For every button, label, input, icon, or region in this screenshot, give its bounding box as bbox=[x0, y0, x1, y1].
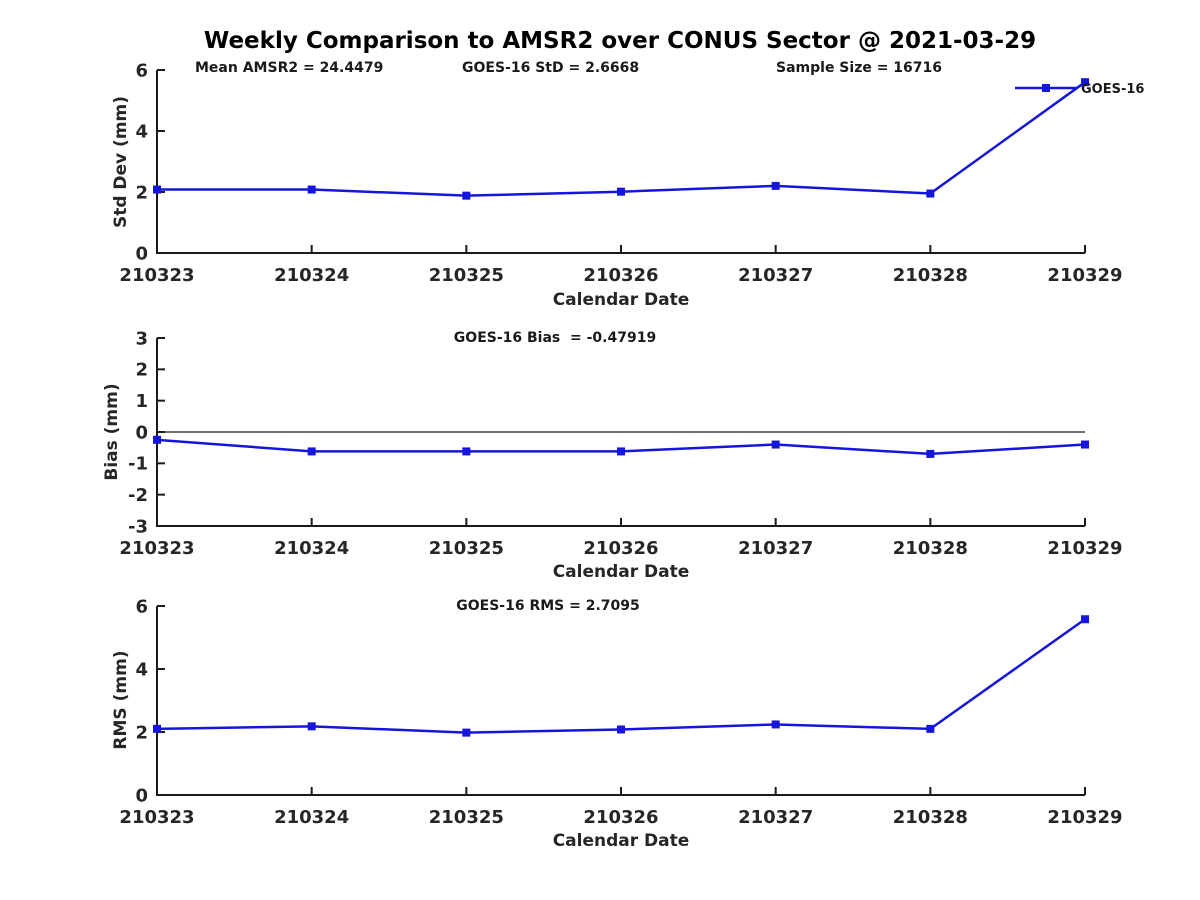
x-tick-label: 210325 bbox=[429, 538, 504, 559]
series-line bbox=[155, 80, 1087, 197]
x-tick-label: 210324 bbox=[274, 807, 349, 828]
x-tick-label: 210328 bbox=[893, 538, 968, 559]
data-point-marker bbox=[153, 724, 161, 733]
yaxis-label-bias: Bias (mm) bbox=[102, 383, 122, 481]
y-tick-label: 6 bbox=[135, 596, 148, 617]
y-tick-label: 4 bbox=[135, 659, 148, 680]
data-point-marker bbox=[617, 725, 625, 734]
y-tick-label: 0 bbox=[135, 243, 148, 264]
legend-marker bbox=[1042, 84, 1050, 92]
y-tick-label: 0 bbox=[135, 785, 148, 806]
x-tick-label: 210327 bbox=[738, 538, 813, 559]
y-tick-label: -3 bbox=[128, 516, 148, 537]
data-point-marker bbox=[771, 181, 780, 190]
legend-label: GOES-16 bbox=[1081, 82, 1144, 97]
y-tick-label: 6 bbox=[135, 60, 148, 81]
subplot-bias: -3 -2 -1 0 1 2 3 210323 210324 210325 210326 210327… bbox=[119, 328, 1122, 559]
x-tick-label: 210326 bbox=[583, 807, 658, 828]
data-point-marker bbox=[1081, 78, 1089, 87]
x-tick-label: 210325 bbox=[429, 265, 504, 286]
yaxis-label-stddev: Std Dev (mm) bbox=[111, 95, 131, 229]
x-tick-label: 210327 bbox=[738, 807, 813, 828]
data-point-marker bbox=[307, 185, 316, 194]
subplot-rms: 0 2 4 6 210323 210324 210325 210326 210327 210328… bbox=[119, 596, 1122, 828]
x-tick-label: 210323 bbox=[119, 538, 194, 559]
y-tick-label: -2 bbox=[128, 485, 148, 506]
data-point-marker bbox=[1081, 440, 1089, 449]
y-tick-label: 2 bbox=[135, 182, 148, 203]
data-point-marker bbox=[462, 728, 471, 737]
x-tick-label: 210324 bbox=[274, 265, 349, 286]
y-tick-label: 0 bbox=[135, 422, 148, 443]
x-tick-label: 210326 bbox=[583, 265, 658, 286]
y-tick-label: 1 bbox=[135, 391, 148, 412]
annotation-goes16-std: GOES-16 StD = 2.6668 bbox=[462, 60, 640, 76]
data-point-marker bbox=[153, 185, 161, 194]
x-tick-label: 210328 bbox=[893, 807, 968, 828]
xaxis-label-stddev: Calendar Date bbox=[552, 290, 690, 310]
data-point-marker bbox=[153, 435, 161, 444]
chart-title: Weekly Comparison to AMSR2 over CONUS Se… bbox=[203, 28, 1037, 54]
x-tick-label: 210329 bbox=[1047, 807, 1122, 828]
data-point-marker bbox=[926, 189, 935, 198]
x-tick-label: 210328 bbox=[893, 265, 968, 286]
data-point-marker bbox=[926, 449, 935, 458]
x-tick-label: 210326 bbox=[583, 538, 658, 559]
data-point-marker bbox=[771, 720, 780, 729]
axis-spines bbox=[156, 70, 1085, 254]
data-point-marker bbox=[617, 187, 625, 196]
annotation-sample-size: Sample Size = 16716 bbox=[776, 60, 943, 76]
x-tick-label: 210324 bbox=[274, 538, 349, 559]
x-tick-label: 210329 bbox=[1047, 538, 1122, 559]
annotation-mean-amsr2: Mean AMSR2 = 24.4479 bbox=[195, 60, 384, 76]
xaxis-label-bias: Calendar Date bbox=[552, 562, 690, 582]
data-point-marker bbox=[771, 440, 780, 449]
legend: GOES-16 bbox=[1015, 82, 1144, 97]
annotation-goes16-rms: GOES-16 RMS = 2.7095 bbox=[456, 598, 640, 614]
y-tick-label: 2 bbox=[135, 722, 148, 743]
axis-spines bbox=[156, 606, 1085, 796]
series-line bbox=[155, 617, 1087, 734]
data-point-marker bbox=[462, 191, 471, 200]
y-tick-label: 2 bbox=[135, 360, 148, 381]
yaxis-label-rms: RMS (mm) bbox=[111, 650, 131, 750]
subplot-std-dev: 0 2 4 6 210323 210324 210325 210326 210327 210328… bbox=[119, 60, 1122, 286]
x-tick-label: 210323 bbox=[119, 807, 194, 828]
x-tick-label: 210327 bbox=[738, 265, 813, 286]
x-tick-label: 210329 bbox=[1047, 265, 1122, 286]
x-tick-label: 210325 bbox=[429, 807, 504, 828]
data-point-marker bbox=[617, 447, 625, 456]
xaxis-label-rms: Calendar Date bbox=[552, 831, 690, 851]
y-tick-label: 3 bbox=[135, 328, 148, 349]
data-point-marker bbox=[1081, 615, 1089, 624]
data-point-marker bbox=[307, 447, 316, 456]
data-point-marker bbox=[926, 724, 935, 733]
annotation-goes16-bias: GOES-16 Bias = -0.47919 bbox=[453, 330, 657, 346]
y-tick-label: 4 bbox=[135, 121, 148, 142]
data-point-marker bbox=[462, 447, 471, 456]
data-point-marker bbox=[307, 722, 316, 731]
x-tick-label: 210323 bbox=[119, 265, 194, 286]
y-tick-label: -1 bbox=[128, 454, 148, 475]
